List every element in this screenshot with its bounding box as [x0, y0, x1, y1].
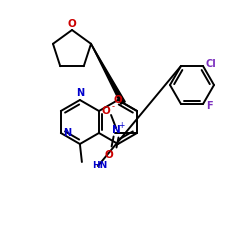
Text: N: N [63, 128, 71, 138]
Text: -: - [112, 102, 114, 112]
Text: F: F [206, 101, 212, 111]
Text: O: O [114, 95, 122, 105]
Text: +: + [118, 122, 124, 130]
Text: N: N [76, 88, 84, 98]
Text: Cl: Cl [206, 59, 217, 69]
Polygon shape [91, 44, 125, 104]
Text: O: O [68, 19, 76, 29]
Text: HN: HN [92, 162, 107, 170]
Text: N: N [112, 125, 120, 135]
Text: O: O [102, 106, 110, 116]
Text: O: O [105, 150, 114, 160]
